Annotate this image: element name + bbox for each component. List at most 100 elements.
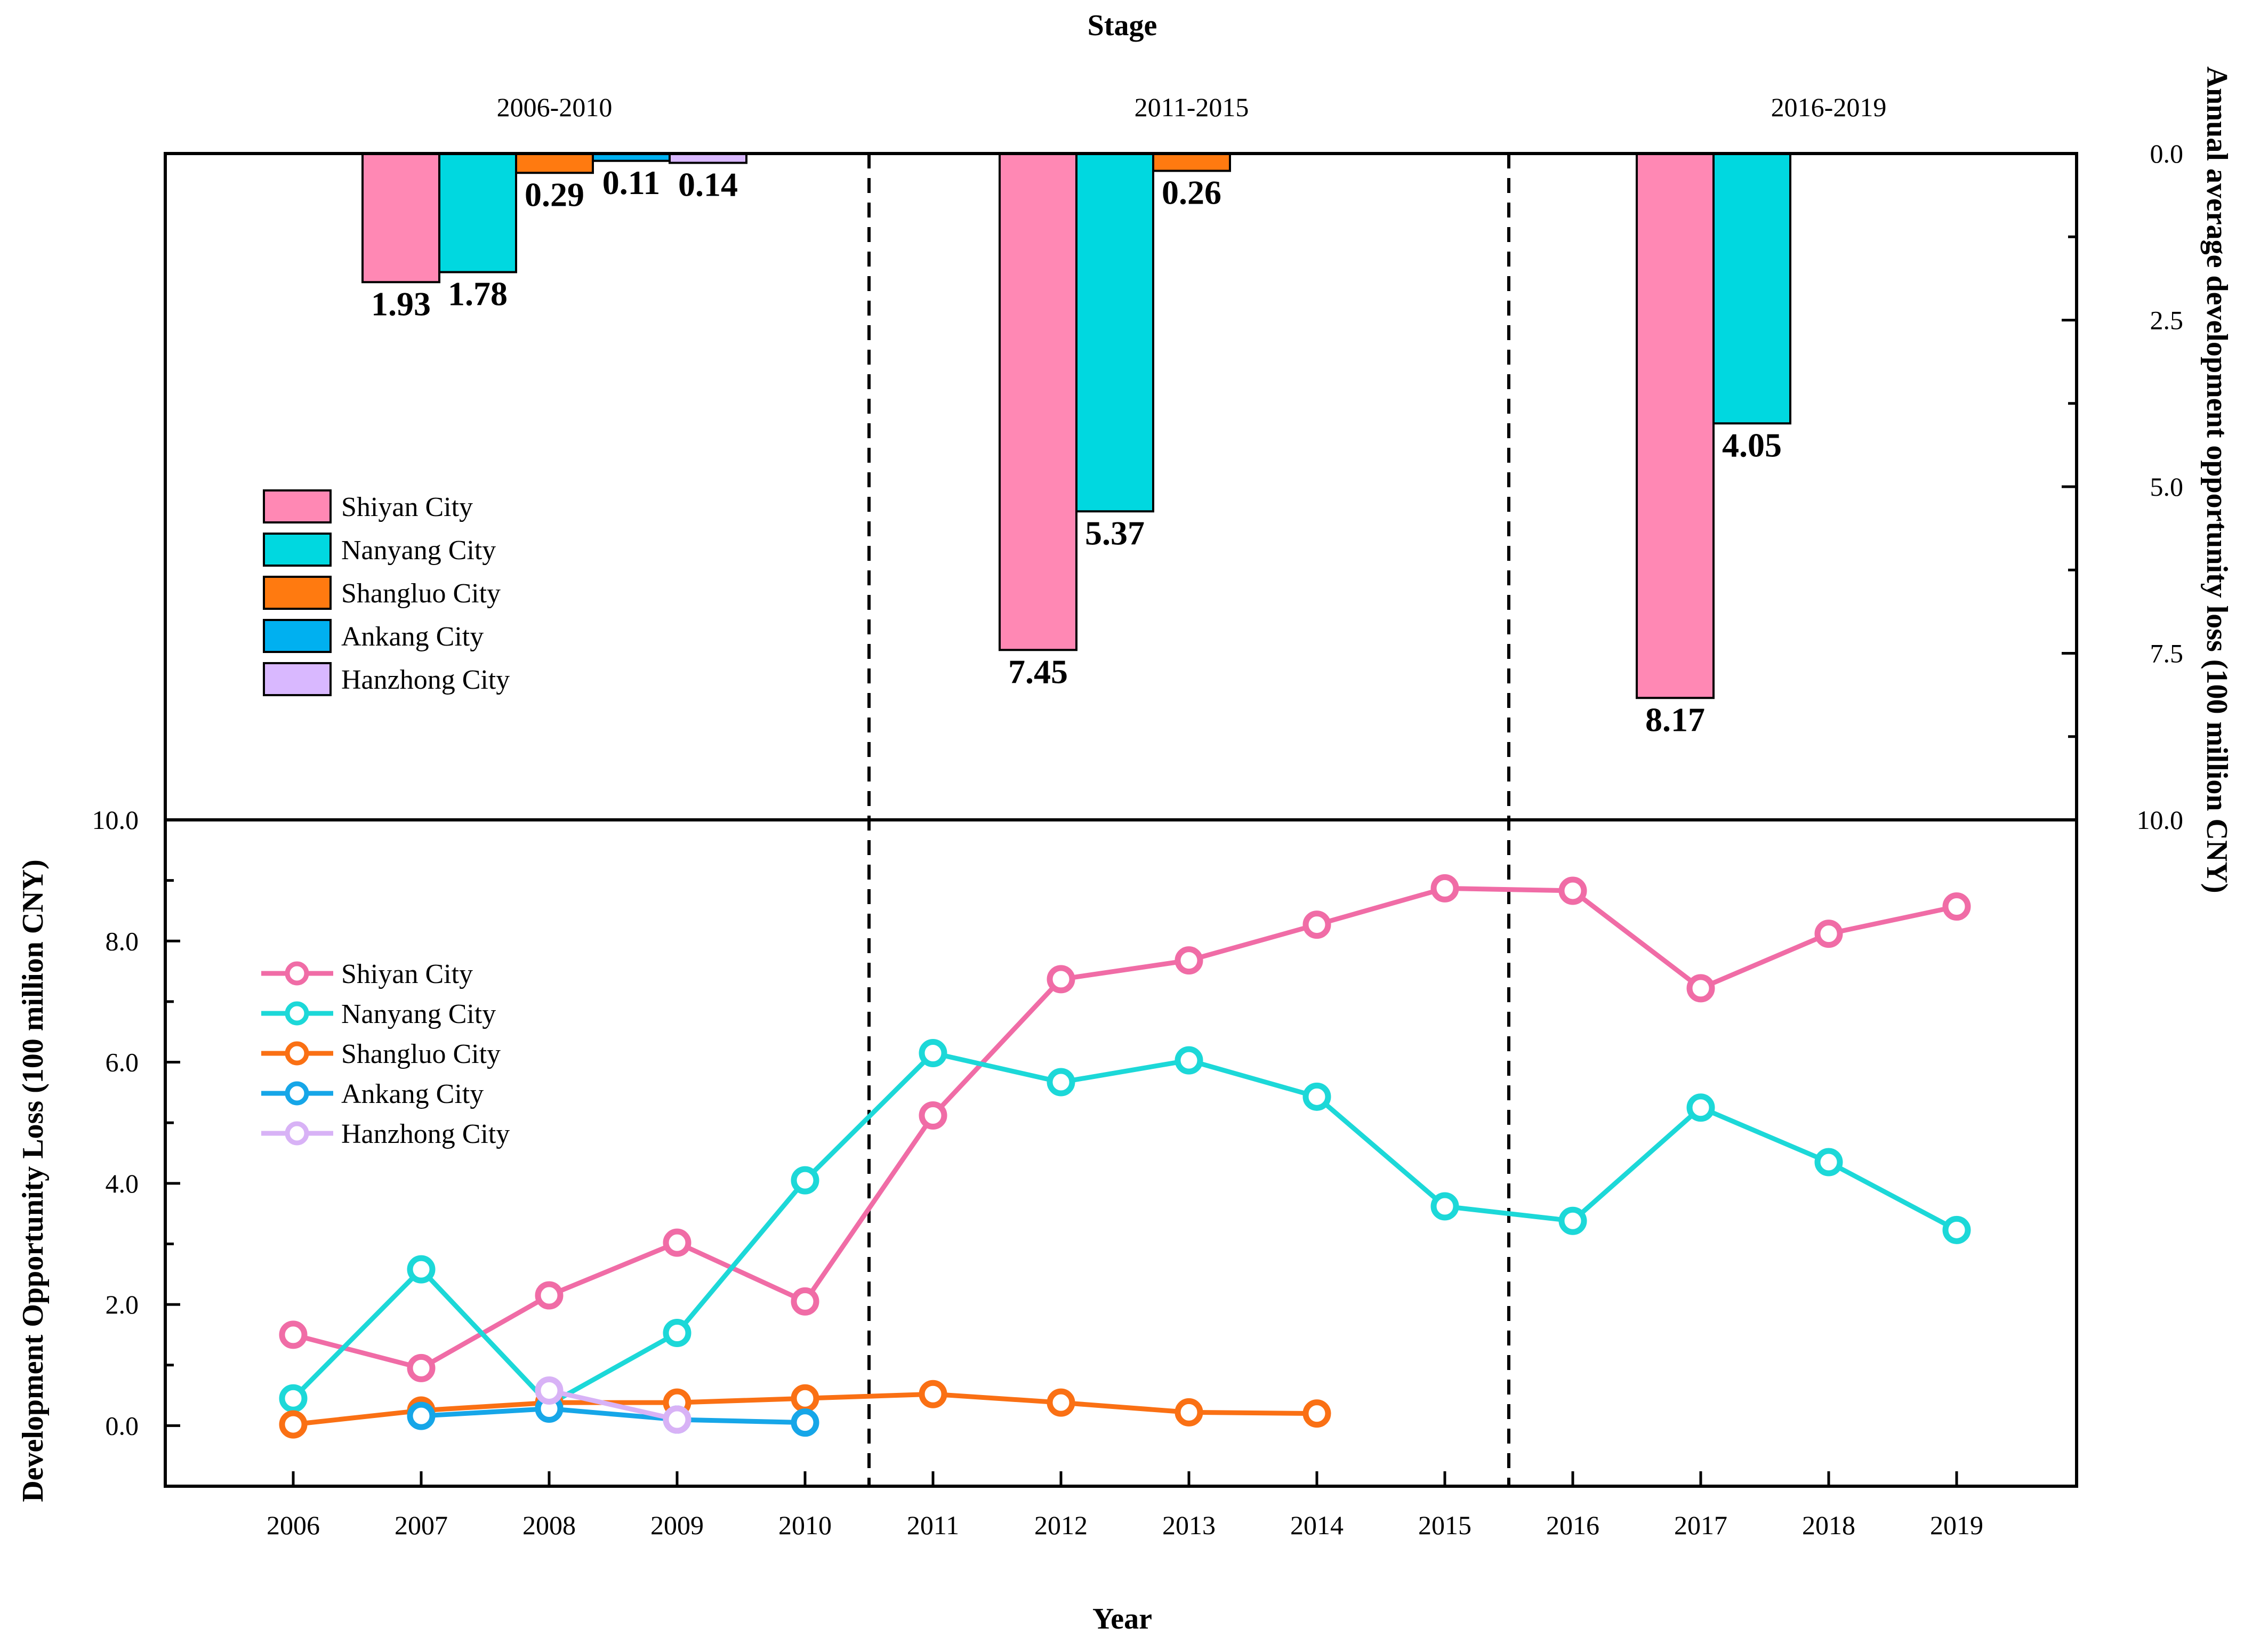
legend-label: Hanzhong City: [341, 665, 510, 695]
series-line: [291, 1051, 1958, 1407]
data-point: [1686, 1093, 1715, 1122]
data-point: [1302, 1082, 1331, 1111]
legend-label: Shiyan City: [341, 492, 473, 522]
x-tick-label: 2009: [650, 1510, 704, 1540]
legend-label: Shiyan City: [341, 959, 473, 989]
legend-label: Nanyang City: [341, 999, 496, 1029]
stage-label: 2016-2019: [1771, 92, 1887, 122]
data-point: [791, 1408, 819, 1437]
data-point: [1047, 965, 1075, 994]
series-line: [549, 1388, 678, 1422]
legend-marker: [285, 1001, 309, 1026]
x-tick-label: 2013: [1162, 1510, 1216, 1540]
data-point: [279, 1384, 308, 1413]
x-tick-label: 2015: [1418, 1510, 1471, 1540]
data-point: [407, 1255, 436, 1284]
series-line: [421, 1406, 806, 1425]
legend-label: Nanyang City: [341, 535, 496, 566]
bar: [361, 152, 440, 284]
x-tick-label: 2019: [1930, 1510, 1983, 1540]
bar: [515, 152, 594, 174]
data-point: [1302, 1399, 1331, 1428]
legend-marker: [285, 961, 309, 986]
data-point: [663, 1405, 691, 1434]
bar: [1712, 152, 1791, 425]
data-point: [1047, 1388, 1075, 1417]
bar: [1152, 152, 1231, 172]
data-point: [1814, 1148, 1843, 1176]
data-point: [535, 1376, 564, 1405]
y-tick-label: 0.0: [2150, 139, 2184, 168]
y-tick-label: 2.5: [2150, 305, 2184, 335]
bar: [999, 152, 1077, 651]
data-point: [535, 1281, 564, 1310]
bar-value-label: 8.17: [1645, 700, 1705, 738]
data-point: [1047, 1068, 1075, 1097]
x-tick-label: 2017: [1674, 1510, 1727, 1540]
data-point: [279, 1410, 308, 1439]
legend-swatch: [263, 533, 332, 567]
bar-value-label: 5.37: [1085, 514, 1145, 552]
line-panel: 0.0 2.0 4.0 6.0 8.0 10.0 2006 2007 2008 2009 2010 2…: [92, 154, 1983, 1540]
x-tick-label: 2007: [395, 1510, 448, 1540]
right-y-axis-title: Annual average development opportunity l…: [2200, 67, 2233, 893]
legend-label: Ankang City: [341, 622, 484, 652]
bar-value-label: 1.78: [448, 275, 508, 313]
data-point: [1686, 974, 1715, 1003]
plot-frame: [164, 152, 2078, 1488]
bar-value-label: 0.29: [525, 175, 584, 213]
y-tick-label: 8.0: [106, 926, 139, 956]
y-tick-label: 10.0: [2137, 805, 2184, 835]
x-tick-label: 2012: [1034, 1510, 1088, 1540]
data-point: [919, 1101, 947, 1130]
bar-value-label: 0.26: [1162, 174, 1221, 212]
data-point: [1175, 1398, 1203, 1427]
x-tick-label: 2006: [267, 1510, 320, 1540]
x-tick-label: 2008: [522, 1510, 576, 1540]
data-point: [1558, 1206, 1587, 1235]
x-axis-title: Year: [1092, 1602, 1152, 1635]
data-point: [1942, 892, 1971, 921]
legend-marker: [285, 1081, 309, 1106]
data-point: [791, 1287, 819, 1316]
y-tick-label: 0.0: [106, 1411, 139, 1440]
y-tick-label: 2.0: [106, 1290, 139, 1319]
legend-label: Shangluo City: [341, 1039, 501, 1069]
bar-value-label: 4.05: [1722, 426, 1782, 464]
data-point: [1558, 876, 1587, 905]
bar: [1075, 152, 1154, 513]
data-point: [1175, 946, 1203, 975]
y-tick-label: 6.0: [106, 1047, 139, 1077]
data-point: [919, 1380, 947, 1408]
legend-swatch: [263, 489, 332, 523]
y-tick-label: 10.0: [92, 805, 139, 835]
x-tick-label: 2010: [778, 1510, 832, 1540]
legend-swatch: [263, 619, 332, 653]
bar-value-label: 7.45: [1008, 652, 1068, 690]
data-point: [663, 1228, 691, 1257]
bar: [1636, 152, 1715, 699]
stage-label: 2006-2010: [497, 92, 613, 122]
x-tick-label: 2014: [1290, 1510, 1344, 1540]
legend-label: Hanzhong City: [341, 1119, 510, 1149]
bar-panel: 2006-2010 1.93 1.78 0.29 0.11 0.14 2011-2015 7.…: [361, 92, 2184, 835]
data-point: [1430, 1192, 1459, 1221]
legend-label: Ankang City: [341, 1079, 484, 1109]
x-tick-label: 2018: [1802, 1510, 1855, 1540]
x-tick-label: 2016: [1546, 1510, 1599, 1540]
data-point: [1430, 874, 1459, 902]
data-point: [1302, 910, 1331, 939]
legend-swatch: [263, 662, 332, 696]
x-tick-label: 2011: [907, 1510, 959, 1540]
y-tick-label: 4.0: [106, 1169, 139, 1198]
bar: [438, 152, 517, 273]
bar-legend: Shiyan City Nanyang City Shangluo City Anka…: [263, 489, 510, 696]
legend-marker: [285, 1041, 309, 1066]
data-point: [1942, 1215, 1971, 1244]
stage-title: Stage: [1088, 9, 1157, 42]
data-point: [407, 1401, 436, 1430]
y-tick-label: 5.0: [2150, 472, 2184, 502]
stage-label: 2011-2015: [1135, 92, 1249, 122]
data-point: [919, 1039, 947, 1067]
